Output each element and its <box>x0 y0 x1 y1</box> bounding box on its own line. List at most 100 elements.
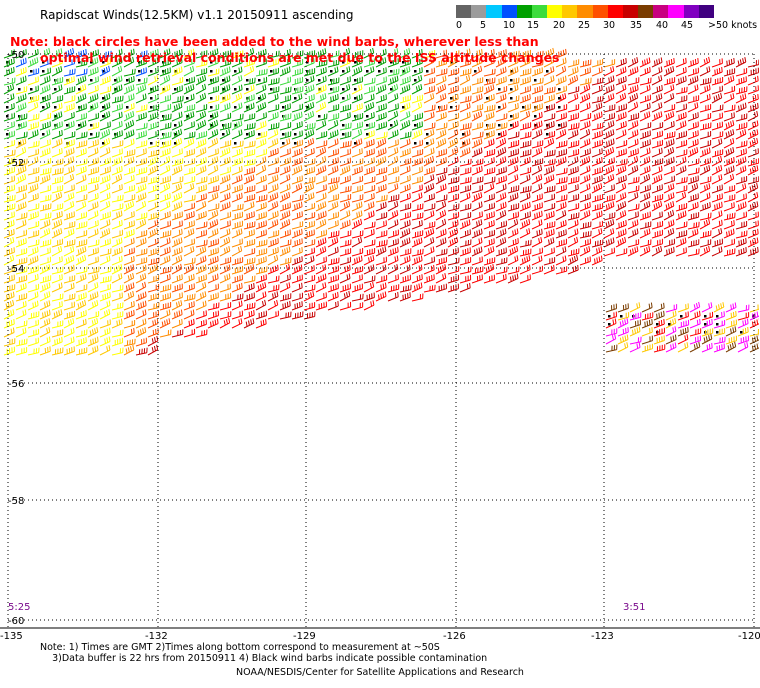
wind-barb <box>605 311 617 321</box>
wind-barb <box>339 84 351 95</box>
lon-label-123: -123 <box>591 631 614 642</box>
wind-barb <box>399 165 411 176</box>
wind-barb <box>543 210 555 221</box>
quality-flag-dot <box>162 88 165 91</box>
wind-barb <box>3 93 15 104</box>
wind-barb <box>459 85 471 95</box>
wind-barb <box>63 103 75 113</box>
wind-barb <box>435 264 447 275</box>
wind-barb <box>39 203 52 212</box>
quality-flag-dot <box>450 106 453 109</box>
quality-flag-dot <box>246 88 249 91</box>
wind-barb <box>51 102 63 113</box>
quality-flag-dot <box>450 97 453 100</box>
wind-barb <box>87 66 99 77</box>
wind-barb <box>605 344 618 353</box>
wind-barb <box>591 239 604 248</box>
wind-barb <box>591 66 603 77</box>
wind-barb <box>735 221 748 230</box>
wind-barb <box>63 275 76 284</box>
wind-barb <box>735 140 748 149</box>
wind-barb <box>399 203 412 212</box>
wind-barb <box>495 66 507 77</box>
wind-barb <box>495 76 507 86</box>
wind-barb <box>15 66 27 77</box>
wind-barb <box>651 238 663 248</box>
wind-barb <box>399 248 412 257</box>
wind-barb <box>291 121 303 131</box>
wind-barb <box>665 334 677 345</box>
wind-barb <box>663 175 675 185</box>
quality-flag-dot <box>474 70 477 73</box>
wind-barb <box>195 165 207 176</box>
wind-barb <box>111 148 123 158</box>
wind-barb <box>411 101 423 113</box>
wind-barb <box>615 111 627 122</box>
wind-barb <box>375 84 387 95</box>
wind-barb <box>675 95 688 104</box>
wind-barb <box>39 75 51 86</box>
wind-barb <box>495 192 507 203</box>
wind-barb <box>375 121 387 131</box>
wind-barb <box>675 86 688 95</box>
wind-barb <box>641 327 653 337</box>
wind-barb <box>351 218 363 230</box>
wind-barb <box>435 218 447 230</box>
wind-barb <box>315 66 327 77</box>
wind-barb <box>615 103 627 113</box>
wind-barb <box>399 219 411 230</box>
wind-barb <box>63 86 76 95</box>
wind-barb <box>399 264 411 275</box>
quality-flag-dot <box>294 142 297 145</box>
wind-barb <box>231 75 243 86</box>
wind-barb <box>207 85 219 95</box>
wind-barb <box>459 219 471 230</box>
wind-barb <box>207 175 219 185</box>
wind-barb <box>723 93 735 104</box>
wind-barb <box>605 303 617 313</box>
wind-barb <box>303 94 315 104</box>
wind-barb <box>315 218 327 230</box>
wind-barb <box>75 201 87 212</box>
wind-barb <box>519 201 531 212</box>
wind-barb <box>27 291 39 302</box>
wind-barb <box>51 95 64 104</box>
wind-barb <box>183 309 195 320</box>
wind-barb <box>471 256 483 266</box>
wind-barb <box>111 75 123 86</box>
wind-barb <box>327 113 340 122</box>
wind-barb <box>147 201 159 212</box>
wind-barb <box>3 346 15 356</box>
wind-barb <box>111 173 123 185</box>
wind-barb <box>555 266 568 275</box>
wind-barb <box>231 84 243 95</box>
quality-flag-dot <box>138 79 141 82</box>
wind-barb <box>701 342 713 353</box>
wind-barb <box>51 167 64 176</box>
wind-barb <box>123 166 135 176</box>
wind-barb <box>207 68 220 77</box>
wind-barb <box>75 310 87 320</box>
wind-barb <box>39 94 51 104</box>
wind-barb <box>531 237 543 248</box>
wind-barb <box>87 157 99 167</box>
map-title: Rapidscat Winds(12.5KM) v1.1 20150911 as… <box>40 8 354 22</box>
wind-barb <box>195 138 207 149</box>
wind-barb <box>629 336 642 345</box>
wind-barb <box>519 239 532 248</box>
wind-barb <box>711 121 723 131</box>
wind-barb <box>135 257 148 266</box>
wind-barb <box>135 93 147 104</box>
wind-barb <box>555 201 567 212</box>
wind-barb <box>639 156 651 167</box>
wind-barb <box>219 228 231 239</box>
wind-barb <box>159 230 172 239</box>
quality-flag-dot <box>378 70 381 73</box>
wind-barb <box>87 112 99 122</box>
wind-barb <box>327 274 339 284</box>
wind-barb <box>15 201 27 212</box>
wind-barb <box>735 76 747 86</box>
wind-barb <box>363 130 375 140</box>
wind-barb <box>123 93 135 104</box>
wind-barb <box>327 165 339 176</box>
